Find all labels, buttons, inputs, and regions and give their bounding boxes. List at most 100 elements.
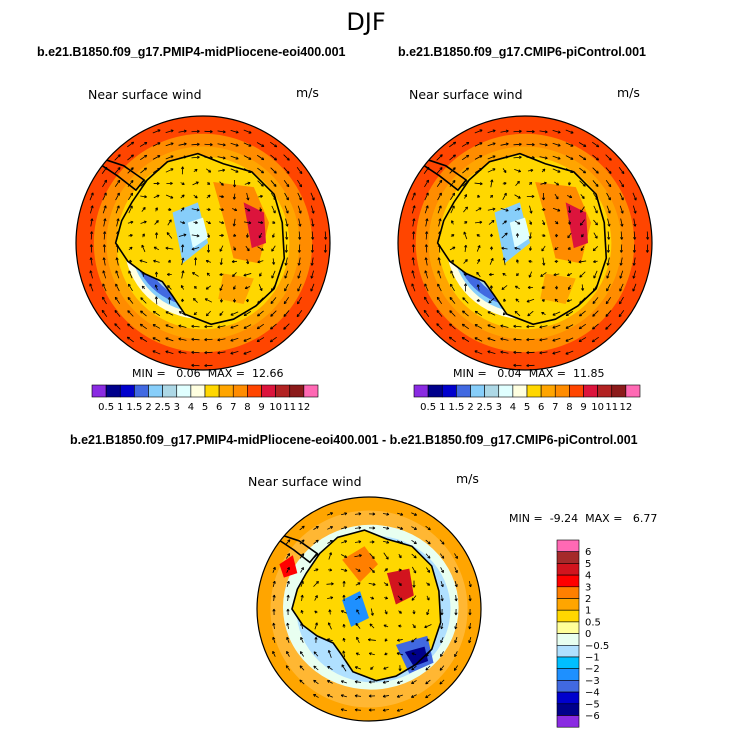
colorbar-swatch — [556, 551, 580, 564]
colorbar-swatch — [556, 574, 580, 588]
colorbar-tick-label: 8 — [244, 402, 250, 413]
colorbar-tick-label: −5 — [585, 699, 600, 710]
colorbar-tick-label: 12 — [298, 402, 311, 413]
colorbar-swatch — [105, 384, 121, 398]
colorbar-tick-label: −1 — [585, 653, 600, 664]
colorbar-swatch — [556, 703, 580, 716]
panel1-max-label: MAX = — [207, 367, 245, 380]
colorbar-tick-label: 0.5 — [585, 617, 601, 628]
wind-vectors — [272, 512, 472, 712]
panel1-max-value: 12.66 — [251, 367, 284, 380]
colorbar-swatch — [134, 384, 149, 398]
panel3-min-value: -9.24 — [549, 512, 579, 525]
colorbar-swatch — [556, 656, 580, 669]
colorbar-swatch — [232, 384, 248, 398]
colorbar-tick-label: 6 — [585, 547, 591, 558]
colorbar-tick-label: 2 — [585, 594, 591, 605]
colorbar-tick-label: 6 — [538, 402, 544, 413]
colorbar-tick-label: 3 — [174, 402, 180, 413]
colorbar-swatch — [583, 384, 598, 398]
colorbar-swatch — [611, 384, 627, 398]
colorbar-swatch — [526, 384, 542, 398]
colorbar-swatch — [441, 384, 457, 398]
colorbar-swatch — [162, 384, 178, 398]
panel3-max-label: MAX = — [585, 512, 623, 525]
colorbar-tick-label: 2 — [145, 402, 151, 413]
colorbar-tick-label: −3 — [585, 676, 600, 687]
panel1-colorbar: 0.5 1 1.5 2 2.5 3 4 5 6 7 8 9 10 11 12 — [91, 384, 319, 413]
colorbar-tick-label: 0.5 — [420, 402, 436, 413]
panel3-map — [256, 496, 482, 722]
colorbar-swatch — [597, 384, 613, 398]
panel1-min-max: MIN = 0.06 MAX = 12.66 — [132, 367, 283, 380]
wind-vectors — [89, 129, 328, 368]
colorbar-tick-label: 5 — [202, 402, 208, 413]
colorbar-tick-label: 1 — [439, 402, 445, 413]
colorbar-tick-label: −6 — [585, 711, 600, 722]
colorbar-swatch — [556, 609, 580, 623]
colorbar-tick-label: 3 — [496, 402, 502, 413]
colorbar-swatch — [625, 384, 641, 398]
panel2-max-value: 11.85 — [572, 367, 605, 380]
colorbar-swatch — [470, 384, 485, 398]
colorbar-swatch — [498, 384, 514, 398]
colorbar-swatch — [556, 563, 580, 576]
colorbar-swatch — [190, 384, 206, 398]
colorbar-tick-label: 4 — [585, 571, 591, 582]
page-title: DJF — [346, 8, 386, 36]
colorbar-swatch — [247, 384, 262, 398]
panel2-colorbar: 0.5 1 1.5 2 2.5 3 4 5 6 7 8 9 10 11 12 — [413, 384, 641, 413]
colorbar-tick-label: 1 — [585, 606, 591, 617]
panel2-min-value: 0.04 — [497, 367, 522, 380]
colorbar-tick-label: 7 — [230, 402, 236, 413]
colorbar-swatch — [556, 621, 580, 634]
colorbar-tick-label: 7 — [552, 402, 558, 413]
colorbar-swatch — [484, 384, 500, 398]
colorbar-swatch — [204, 384, 220, 398]
colorbar-swatch — [91, 384, 107, 398]
panel3-max-value: 6.77 — [632, 512, 658, 525]
map-boundary — [397, 115, 653, 371]
panel1-case-title: b.e21.B1850.f09_g17.PMIP4-midPliocene-eo… — [37, 45, 346, 59]
colorbar-tick-label: 1 — [117, 402, 123, 413]
colorbar-tick-label: 2 — [467, 402, 473, 413]
colorbar-tick-label: 2.5 — [477, 402, 493, 413]
colorbar-tick-label: 5 — [524, 402, 530, 413]
colorbar-tick-label: 11 — [605, 402, 618, 413]
panel2-min-max: MIN = 0.04 MAX = 11.85 — [453, 367, 604, 380]
panel1-min-label: MIN = — [132, 367, 166, 380]
panel1-min-value: 0.06 — [176, 367, 201, 380]
colorbar-swatch — [556, 586, 580, 599]
colorbar-tick-label: −2 — [585, 664, 600, 675]
panel1-map — [75, 115, 331, 371]
colorbar-tick-label: 0 — [585, 629, 591, 640]
panel3-min-max: MIN = -9.24 MAX = 6.77 — [509, 512, 657, 525]
panel3-min-label: MIN = — [509, 512, 543, 525]
panel2-case-title: b.e21.B1850.f09_g17.CMIP6-piControl.001 — [398, 45, 647, 59]
coastline — [291, 529, 442, 682]
colorbar-swatch — [556, 598, 580, 611]
panel2-variable: Near surface wind — [409, 87, 523, 102]
panel3-case-title: b.e21.B1850.f09_g17.PMIP4-midPliocene-eo… — [70, 433, 638, 447]
colorbar-tick-label: 10 — [591, 402, 604, 413]
map-boundary — [75, 115, 331, 371]
colorbar-tick-label: 11 — [283, 402, 296, 413]
colorbar-swatch — [275, 384, 291, 398]
colorbar-swatch — [556, 715, 580, 728]
colorbar-swatch — [556, 668, 580, 681]
colorbar-swatch — [512, 384, 528, 398]
colorbar-tick-label: 5 — [585, 559, 591, 570]
colorbar-swatch — [556, 539, 580, 552]
wind-vectors — [411, 129, 650, 368]
colorbar-swatch — [218, 384, 234, 398]
colorbar-tick-label: 4 — [510, 402, 516, 413]
colorbar-swatch — [176, 384, 192, 398]
colorbar-tick-label: 9 — [580, 402, 586, 413]
colorbar-swatch — [148, 384, 163, 398]
colorbar-swatch — [556, 645, 580, 658]
coastline — [436, 152, 608, 326]
panel3-variable: Near surface wind — [248, 474, 362, 489]
panel3-units: m/s — [456, 471, 479, 486]
colorbar-tick-label: 4 — [188, 402, 194, 413]
